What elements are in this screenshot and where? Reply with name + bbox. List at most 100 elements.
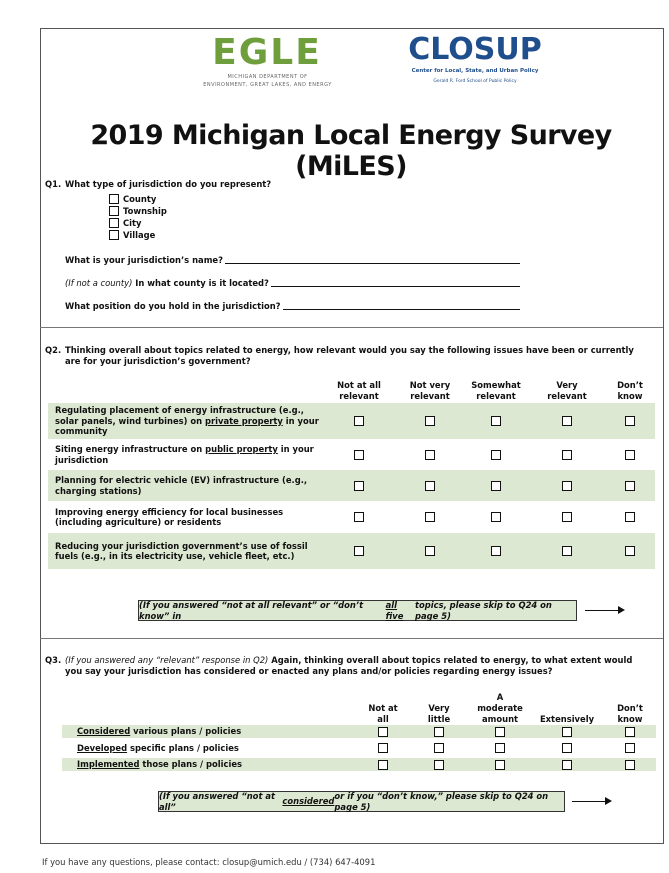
closup-line: Gerald R. Ford School of Public Policy xyxy=(433,79,517,84)
field-prefix: (If not a county) xyxy=(65,278,133,288)
divider xyxy=(40,638,663,639)
checkbox xyxy=(495,743,505,753)
option-label: County xyxy=(123,194,157,204)
row-label: Planning for electric vehicle (EV) infra… xyxy=(55,471,325,500)
row-label: Improving energy efficiency for local bu… xyxy=(55,503,325,531)
row-text: Regulating placement of energy infrastru… xyxy=(55,405,325,437)
checkbox xyxy=(354,449,364,460)
column-header: know xyxy=(617,714,643,724)
text-segment: (If you answered “not at all relevant” o… xyxy=(139,600,364,621)
arrow xyxy=(572,801,608,802)
checkbox xyxy=(562,480,572,491)
checkbox xyxy=(109,194,119,204)
column-header: all xyxy=(377,714,389,724)
row-text: Planning for electric vehicle (EV) infra… xyxy=(55,475,325,496)
checkbox xyxy=(425,449,435,460)
checkbox xyxy=(625,743,635,753)
divider xyxy=(40,327,663,328)
text-segment: or if you “don’t know,” please skip to Q… xyxy=(334,791,549,812)
checkbox xyxy=(491,546,501,556)
closup-line: Center for Local, State, and Urban Polic… xyxy=(411,68,539,74)
text-segment: Considered xyxy=(77,726,131,736)
column-header: Don’t xyxy=(617,380,643,390)
column-header: relevant xyxy=(410,391,450,401)
row-band xyxy=(62,725,656,738)
checkbox xyxy=(378,726,388,737)
page-border xyxy=(40,28,664,844)
checkbox xyxy=(378,743,388,753)
row-label: Considered various plans / policies xyxy=(77,726,241,737)
blank-line xyxy=(224,262,520,264)
blank-line xyxy=(282,308,520,310)
egle-logo: EGLE xyxy=(212,32,322,73)
checkbox xyxy=(491,416,501,426)
blank-line xyxy=(270,285,520,287)
row-band xyxy=(48,403,655,439)
text-segment: various plans / policies xyxy=(130,726,242,736)
checkbox xyxy=(562,416,572,426)
checkbox xyxy=(625,546,635,556)
question-number: Q2. xyxy=(45,345,62,355)
row-label: Reducing your jurisdiction government’s … xyxy=(55,534,325,568)
checkbox xyxy=(562,546,572,556)
checkbox xyxy=(425,546,435,556)
arrow-head xyxy=(618,606,625,614)
field-text: What position do you hold in the jurisdi… xyxy=(65,301,281,311)
title: 2019 Michigan Local Energy Survey (MiLES… xyxy=(90,120,612,182)
text-segment: Planning for electric vehicle (EV) infra… xyxy=(55,475,308,496)
checkbox xyxy=(425,416,435,426)
checkbox xyxy=(495,726,505,737)
egle-line: ENVIRONMENT, GREAT LAKES, AND ENERGY xyxy=(203,82,332,88)
text-segment: Improving energy efficiency for local bu… xyxy=(55,506,284,528)
column-header: little xyxy=(427,714,451,724)
checkbox xyxy=(491,512,501,522)
text-segment: specific plans / policies xyxy=(127,742,239,753)
question-prefix: (If you answered any “relevant” response… xyxy=(65,655,269,665)
footer: If you have any questions, please contac… xyxy=(42,857,376,867)
checkbox xyxy=(425,512,435,522)
egle-line: MICHIGAN DEPARTMENT OF xyxy=(227,74,308,80)
text-segment: in your community xyxy=(55,415,319,437)
checkbox xyxy=(109,206,119,216)
row-text: Siting energy infrastructure on public p… xyxy=(55,444,325,465)
checkbox xyxy=(378,759,388,770)
text-segment: Siting energy infrastructure on xyxy=(55,444,206,454)
column-header: Extensively xyxy=(539,714,595,724)
column-header: know xyxy=(617,391,643,401)
checkbox xyxy=(625,726,635,737)
checkbox xyxy=(562,449,572,460)
column-header: Somewhat xyxy=(471,380,521,390)
checkbox xyxy=(625,480,635,491)
checkbox xyxy=(354,416,364,426)
option-label: Village xyxy=(123,230,156,240)
checkbox xyxy=(625,512,635,522)
option-label: City xyxy=(123,218,142,228)
checkbox xyxy=(625,449,635,460)
checkbox xyxy=(562,759,572,770)
field-text: In what county is it located? xyxy=(132,278,269,288)
row-band xyxy=(48,533,655,569)
text-segment: private property xyxy=(205,415,283,426)
question-body: Again, thinking overall about topics rel… xyxy=(65,655,633,676)
text-segment: in your jurisdiction xyxy=(55,444,314,465)
option-label: Township xyxy=(123,206,167,216)
skip-note: (If you answered “not at all relevant” o… xyxy=(138,600,577,621)
column-header: relevant xyxy=(547,391,587,401)
checkbox xyxy=(495,759,505,770)
checkbox xyxy=(491,449,501,460)
question-number: Q1. xyxy=(45,179,62,189)
question-text: (If you answered any “relevant” response… xyxy=(65,655,650,676)
checkbox xyxy=(434,726,444,737)
row-band xyxy=(62,758,656,771)
question-number: Q3. xyxy=(45,655,62,665)
text-segment: all five xyxy=(385,600,404,621)
checkbox xyxy=(354,512,364,522)
checkbox xyxy=(562,512,572,522)
column-header: Very xyxy=(428,703,450,713)
arrow-head xyxy=(605,797,612,805)
row-band xyxy=(48,470,655,501)
checkbox xyxy=(625,759,635,770)
text-segment: Reducing your jurisdiction government’s … xyxy=(55,540,308,562)
text-segment: (If you answered “not at all” xyxy=(159,791,276,812)
